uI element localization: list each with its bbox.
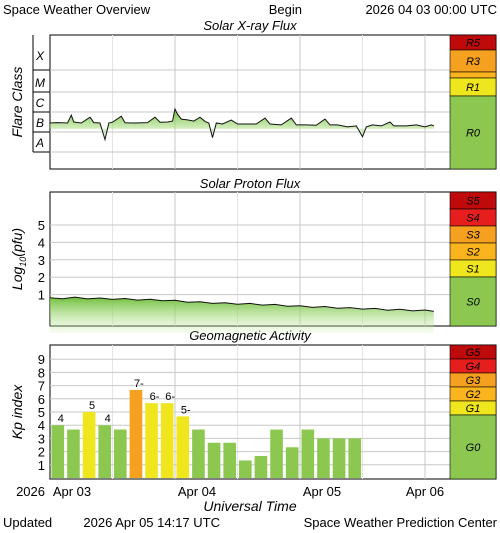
proton-ylabel: Log10(pfu) — [9, 228, 28, 290]
begin-value: 2026 04 03 00:00 UTC — [365, 2, 497, 17]
x-tick-label: Apr 06 — [406, 484, 444, 499]
g-scale-label: G0 — [466, 442, 482, 454]
kp-bar — [285, 447, 299, 478]
s-scale-band — [449, 276, 497, 327]
kp-ytick-label: 4 — [38, 418, 45, 433]
kp-bar — [129, 389, 143, 478]
credit: Space Weather Prediction Center — [304, 515, 498, 530]
kp-bar — [317, 438, 330, 478]
kp-bar — [348, 438, 361, 478]
x-tick-label: Apr 04 — [178, 484, 216, 499]
kp-bar — [207, 442, 221, 478]
updated-value: 2026 Apr 05 14:17 UTC — [83, 515, 220, 530]
g-scale-label: G5 — [466, 347, 482, 359]
kp-bar — [145, 403, 158, 478]
kp-bar — [332, 438, 346, 478]
xray-plot-area — [49, 34, 497, 170]
kp-bar — [301, 429, 315, 478]
s-scale-label: S5 — [466, 196, 480, 208]
r-scale-label: R0 — [466, 128, 481, 140]
proton-ylabel-base: Log — [9, 267, 25, 291]
x-tick-label: Apr 03 — [53, 484, 91, 499]
page-title: Space Weather Overview — [3, 2, 151, 17]
g-scale-label: G4 — [466, 361, 481, 373]
flare-class-label: C — [36, 96, 45, 110]
xray-flux-line — [49, 107, 434, 142]
g-scale-label: G1 — [466, 403, 481, 415]
kp-ytick-label: 5 — [38, 405, 45, 420]
kp-ytick-label: 2 — [38, 445, 45, 460]
r-scale-label: R5 — [466, 38, 481, 50]
flare-class-label: X — [35, 49, 45, 63]
proton-ytick-label: 1 — [38, 288, 45, 303]
proton-flux-line — [49, 296, 434, 312]
kp-bar-label: 6- — [150, 391, 160, 403]
g-scale-label: G3 — [466, 375, 482, 387]
kp-bar-label: 5 — [89, 400, 95, 412]
proton-title: Solar Proton Flux — [200, 176, 301, 191]
flare-class-label: M — [35, 76, 45, 90]
proton-ytick-label: 4 — [38, 235, 45, 250]
updated-label: Updated — [3, 515, 52, 530]
s-scale-label: S1 — [466, 264, 479, 276]
kp-ytick-label: 6 — [38, 392, 45, 407]
kp-bar — [176, 416, 190, 478]
kp-bar-label: 4 — [105, 413, 111, 425]
kp-bar-label: 6- — [165, 391, 175, 403]
s-scale-label: S2 — [466, 247, 479, 259]
flare-class-label: B — [36, 116, 44, 130]
scale-layer: R5 R3 R1 R0 S5 S4 S3 S2 S1 S0 G5 G4 G3 G2 G1 G0 — [449, 34, 497, 480]
s-scale-label: S4 — [466, 213, 479, 225]
proton-ytick-label: 5 — [38, 218, 45, 233]
xray-title: Solar X-ray Flux — [203, 18, 297, 33]
flare-class-label: A — [35, 136, 44, 150]
begin-label: Begin — [269, 2, 302, 17]
proton-ytick-label: 2 — [38, 270, 45, 285]
kp-ytick-label: 7 — [38, 379, 45, 394]
s-scale-label: S0 — [466, 297, 480, 309]
r-scale-label: R1 — [466, 82, 480, 94]
g-scale-label: G2 — [466, 389, 481, 401]
kp-ytick-label: 3 — [38, 431, 45, 446]
proton-ytick-label: 3 — [38, 253, 45, 268]
r-scale-label: R3 — [466, 56, 481, 68]
kp-bar — [98, 425, 111, 478]
r-scale-band — [449, 71, 497, 79]
kp-bar — [239, 460, 252, 478]
kp-bar-label: 7- — [134, 378, 144, 390]
kp-bar — [51, 425, 65, 478]
xray-ylabel: Flare Class — [9, 67, 25, 138]
geomag-ylabel: Kp index — [9, 384, 25, 439]
kp-ytick-label: 1 — [38, 458, 45, 473]
x-start-year: 2026 — [16, 484, 45, 499]
s-scale-label: S3 — [466, 230, 480, 242]
kp-bar — [270, 429, 283, 478]
proton-ylabel-unit: (pfu) — [9, 228, 25, 257]
kp-bar — [67, 429, 80, 478]
g-scale-band — [449, 414, 497, 480]
kp-bar — [82, 412, 96, 478]
kp-bar-label: 5- — [181, 404, 191, 416]
kp-ytick-label: 8 — [38, 365, 45, 380]
kp-bar — [254, 455, 268, 478]
x-tick-label: Apr 05 — [303, 484, 341, 499]
kp-bar — [223, 442, 236, 478]
xaxis-title: Universal Time — [203, 498, 296, 514]
proton-flux-area — [50, 297, 434, 333]
kp-bar — [192, 429, 205, 478]
kp-bar — [160, 403, 174, 478]
kp-bar-label: 4 — [58, 413, 64, 425]
kp-bar — [114, 429, 127, 478]
kp-ytick-label: 9 — [38, 352, 45, 367]
r-scale-band — [449, 95, 497, 170]
proton-ylabel-sub: 10 — [18, 257, 28, 267]
